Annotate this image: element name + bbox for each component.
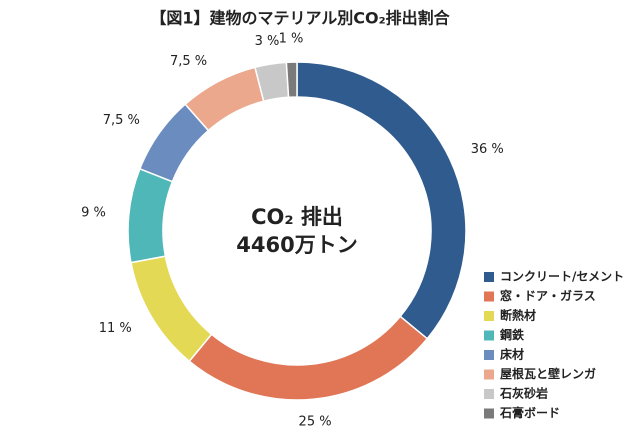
data-label: 9 % [81,205,106,220]
legend-label: 鋼鉄 [499,327,524,342]
legend-label: 屋根瓦と壁レンガ [500,366,596,381]
center-text: 4460万トン [236,233,357,257]
legend-swatch [484,330,494,341]
data-label: 1 % [279,32,304,47]
legend-label: 床材 [500,347,524,362]
legend-swatch [484,408,494,419]
legend-swatch [484,272,494,282]
legend-label: 石灰砂岩 [499,386,548,401]
legend-swatch [484,350,494,360]
legend-swatch [484,369,494,380]
data-label: 3 % [255,34,280,49]
center-text: CO₂ 排出 [251,205,343,229]
legend-swatch [484,311,494,321]
data-label: 7,5 % [170,54,207,69]
donut-segment [285,61,298,99]
chart-title: 【図1】建物のマテリアル別CO₂排出割合 [150,9,450,28]
legend-label: 窓・ドア・ガラス [500,288,596,303]
data-label: 11 % [99,321,132,336]
data-label: 7,5 % [103,113,140,128]
legend-label: 断熱材 [500,308,536,323]
legend-label: 石膏ボード [499,405,560,420]
legend-label: コンクリート/セメント [500,270,624,284]
legend-swatch [484,291,494,302]
legend-swatch [484,389,494,399]
data-label: 25 % [299,415,332,430]
data-label: 36 % [471,142,504,157]
